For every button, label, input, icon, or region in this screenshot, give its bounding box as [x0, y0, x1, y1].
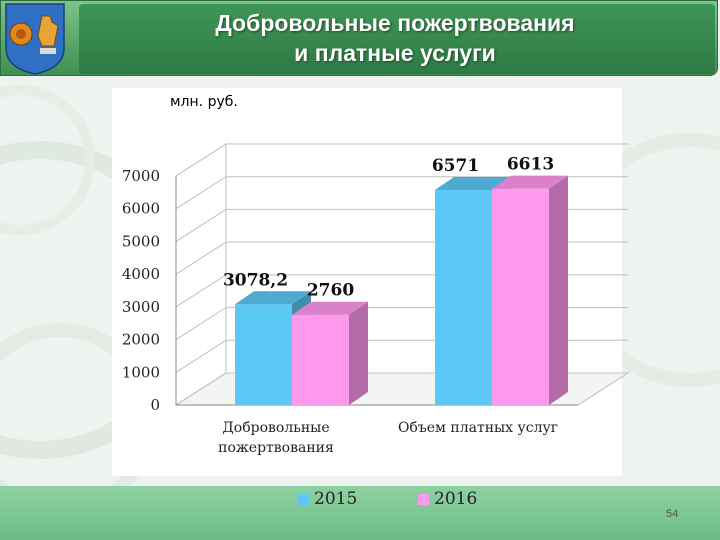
legend-item-2015: 2015 — [298, 488, 357, 510]
bar-2015-top — [235, 291, 311, 305]
gridline — [175, 143, 628, 177]
bar-2016-side — [349, 301, 368, 405]
legend-label-2016: 2016 — [434, 489, 478, 509]
bar-2016-top — [292, 301, 368, 315]
title-line-1: Добровольные пожертвования — [215, 10, 575, 36]
bar-2016-front — [492, 188, 549, 405]
data-label-2016: 2760 — [307, 281, 354, 301]
data-label-2016: 6613 — [507, 155, 554, 175]
bar-2016-top — [492, 175, 568, 189]
title-line-2: и платные услуги — [294, 40, 496, 66]
legend-label-2015: 2015 — [314, 489, 358, 509]
y-tick-label: 5000 — [122, 232, 160, 250]
bar-2016-front — [292, 314, 349, 405]
bar-2015-front — [435, 190, 492, 405]
unit-label: млн. руб. — [170, 94, 238, 110]
bar-2015-top — [435, 177, 511, 191]
x-category-label: пожертвования — [218, 440, 334, 456]
page-number: 54 — [666, 508, 679, 520]
y-tick-label: 3000 — [122, 298, 160, 316]
legend-swatch-2016 — [418, 493, 429, 505]
y-tick-label: 4000 — [122, 265, 160, 283]
data-label-2015: 6571 — [432, 156, 479, 176]
gridline — [175, 176, 628, 210]
data-label-2015: 3078,2 — [223, 270, 288, 290]
y-tick-label: 2000 — [122, 331, 160, 349]
header-title-panel — [79, 4, 715, 74]
x-category-label: Объем платных услуг — [398, 420, 558, 436]
y-tick-label: 0 — [150, 396, 160, 414]
bar-2015-front — [235, 304, 292, 405]
x-category-label: Добровольные — [222, 420, 329, 436]
y-tick-label: 7000 — [122, 167, 160, 185]
side-wall — [175, 143, 227, 406]
coat-of-arms-icon — [5, 3, 65, 75]
page-title: Добровольные пожертвования и платные усл… — [80, 8, 710, 68]
y-tick-label: 1000 — [122, 363, 160, 381]
legend-item-2016: 2016 — [418, 488, 477, 510]
legend-swatch-2015 — [298, 493, 309, 505]
y-tick-label: 6000 — [122, 200, 160, 218]
header-banner — [0, 0, 718, 76]
bar-2016-side — [549, 175, 568, 405]
footer-bar — [0, 486, 720, 540]
